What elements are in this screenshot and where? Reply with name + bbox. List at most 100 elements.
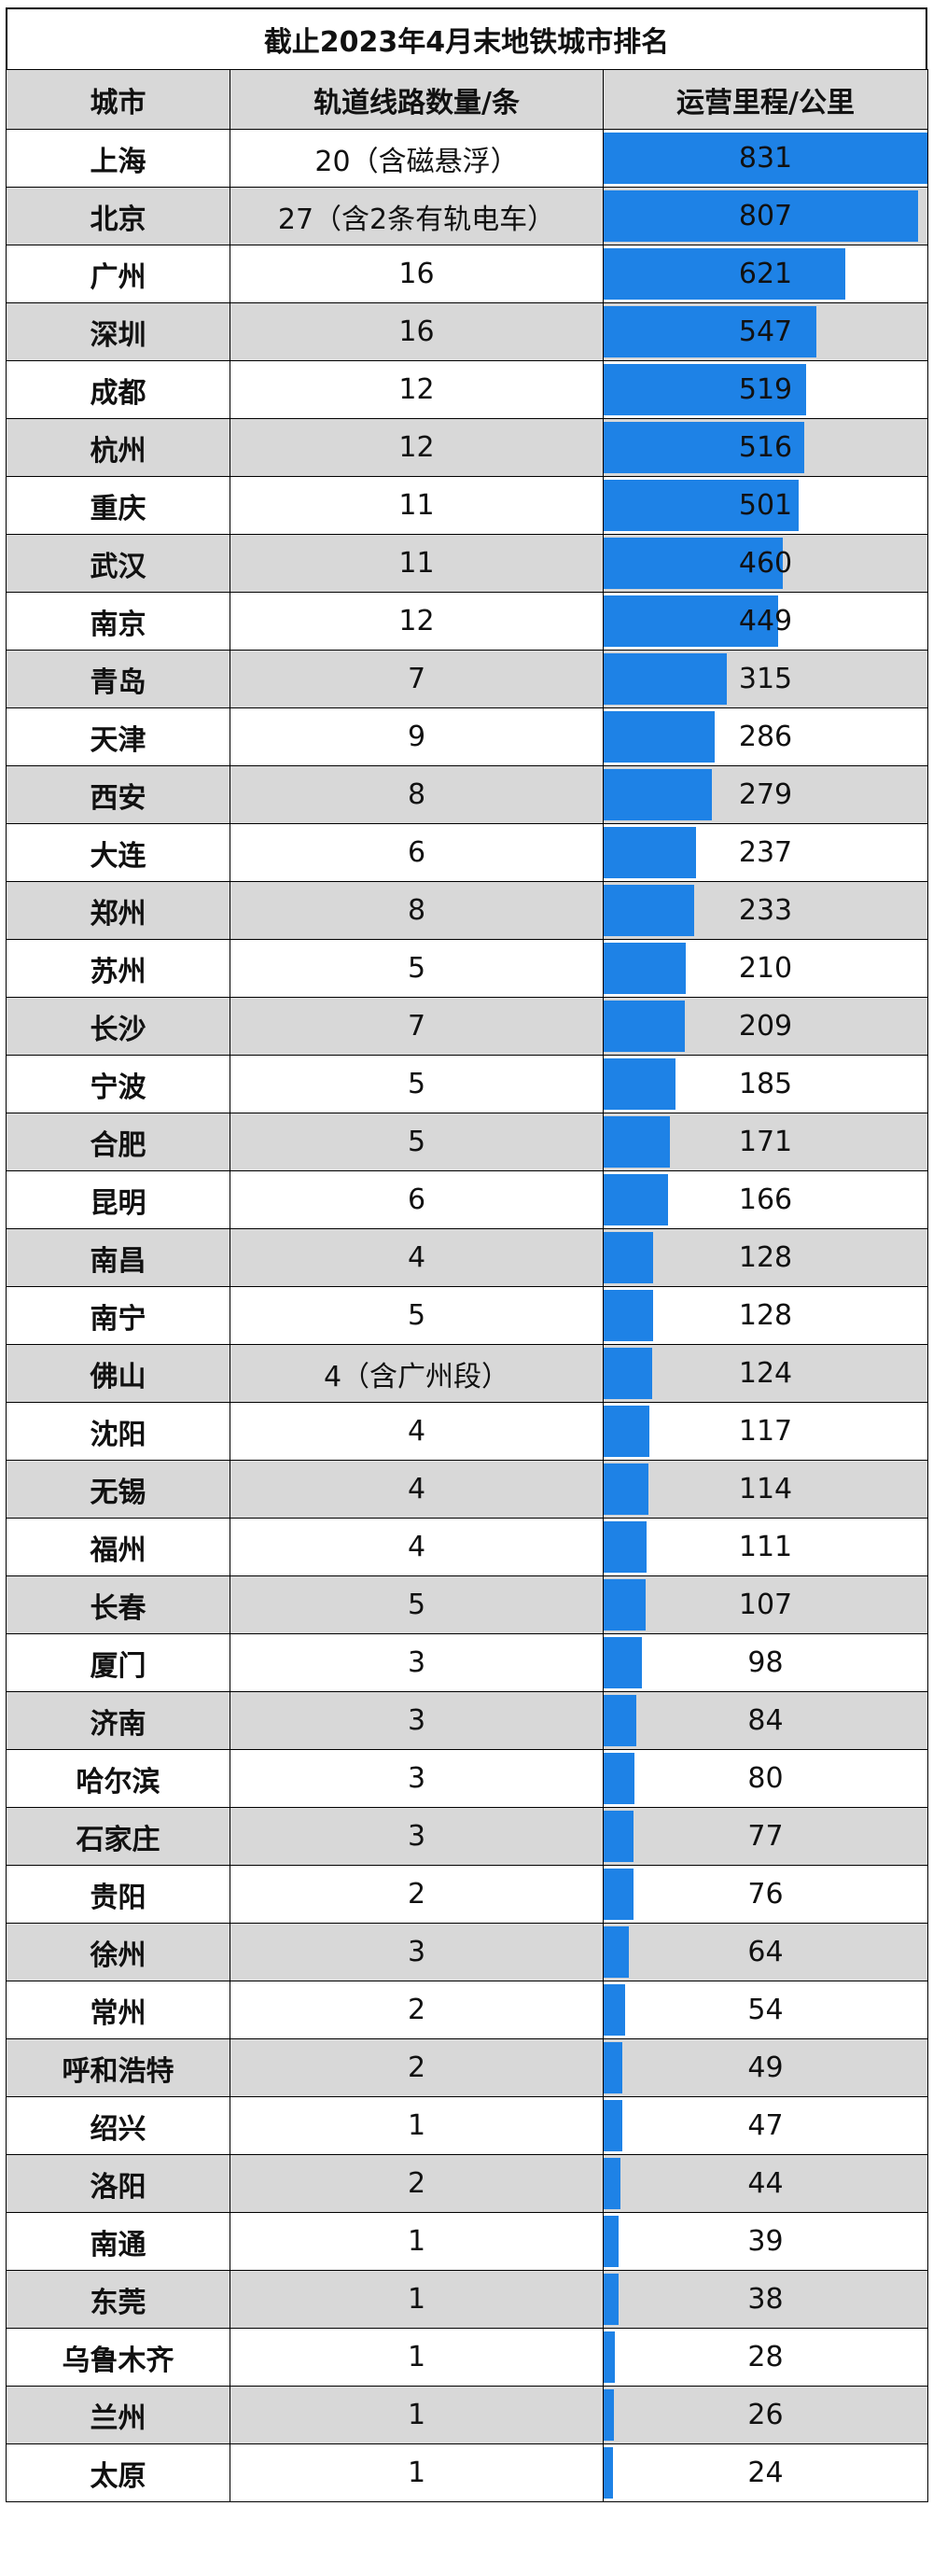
table-row: 上海 20（含磁悬浮） 831 <box>6 129 928 188</box>
city-cell: 上海 <box>6 129 230 188</box>
header-lines: 轨道线路数量/条 <box>230 69 604 130</box>
distance-bar <box>604 1463 648 1515</box>
distance-value: 124 <box>738 1357 793 1390</box>
distance-value: 80 <box>747 1762 784 1795</box>
distance-cell: 49 <box>603 2038 928 2097</box>
distance-bar <box>604 2158 621 2209</box>
distance-cell: 166 <box>603 1170 928 1229</box>
lines-cell: 1 <box>230 2386 604 2444</box>
distance-cell: 210 <box>603 939 928 998</box>
table-row: 南昌 4 128 <box>6 1228 928 1287</box>
lines-cell: 27（含2条有轨电车） <box>230 187 604 245</box>
distance-bar <box>604 1058 676 1110</box>
table-row: 苏州 5 210 <box>6 939 928 998</box>
lines-cell: 5 <box>230 1286 604 1345</box>
lines-cell: 3 <box>230 1749 604 1808</box>
distance-bar <box>604 2042 623 2093</box>
lines-cell: 4 <box>230 1518 604 1576</box>
distance-cell: 76 <box>603 1865 928 1924</box>
distance-bar <box>604 248 846 300</box>
distance-value: 460 <box>738 547 793 580</box>
city-cell: 徐州 <box>6 1923 230 1981</box>
distance-value: 54 <box>747 1994 784 2026</box>
table-row: 成都 12 519 <box>6 360 928 419</box>
table-row: 长沙 7 209 <box>6 997 928 1056</box>
distance-bar <box>604 2100 622 2151</box>
lines-cell: 4（含广州段） <box>230 1344 604 1403</box>
city-cell: 贵阳 <box>6 1865 230 1924</box>
distance-value: 166 <box>738 1183 793 1216</box>
distance-bar <box>604 1984 625 2036</box>
city-cell: 沈阳 <box>6 1402 230 1461</box>
lines-cell: 3 <box>230 1807 604 1866</box>
lines-cell: 20（含磁悬浮） <box>230 129 604 188</box>
city-cell: 苏州 <box>6 939 230 998</box>
city-cell: 天津 <box>6 707 230 766</box>
distance-value: 128 <box>738 1299 793 1332</box>
distance-cell: 38 <box>603 2270 928 2329</box>
city-cell: 大连 <box>6 823 230 882</box>
table-row: 无锡 4 114 <box>6 1460 928 1519</box>
table-row: 福州 4 111 <box>6 1518 928 1576</box>
lines-cell: 5 <box>230 1575 604 1634</box>
distance-bar <box>604 190 918 242</box>
table-row: 佛山 4（含广州段） 124 <box>6 1344 928 1403</box>
distance-bar <box>604 1290 654 1341</box>
distance-cell: 24 <box>603 2443 928 2502</box>
distance-value: 47 <box>747 2109 784 2142</box>
distance-value: 209 <box>738 1010 793 1043</box>
city-cell: 重庆 <box>6 476 230 535</box>
distance-value: 519 <box>738 373 793 406</box>
distance-value: 84 <box>747 1704 784 1737</box>
lines-cell: 5 <box>230 1055 604 1113</box>
distance-cell: 501 <box>603 476 928 535</box>
lines-cell: 1 <box>230 2270 604 2329</box>
distance-bar <box>604 2447 614 2499</box>
distance-cell: 54 <box>603 1981 928 2039</box>
distance-cell: 26 <box>603 2386 928 2444</box>
distance-cell: 124 <box>603 1344 928 1403</box>
distance-value: 77 <box>747 1820 784 1853</box>
header-row: 城市 轨道线路数量/条 运营里程/公里 <box>6 69 928 130</box>
lines-cell: 4 <box>230 1402 604 1461</box>
distance-bar <box>604 885 695 936</box>
distance-value: 279 <box>738 778 793 811</box>
distance-cell: 39 <box>603 2212 928 2271</box>
distance-value: 49 <box>747 2051 784 2084</box>
city-cell: 南宁 <box>6 1286 230 1345</box>
table-row: 徐州 3 64 <box>6 1923 928 1981</box>
distance-cell: 807 <box>603 187 928 245</box>
table-row: 石家庄 3 77 <box>6 1807 928 1866</box>
lines-cell: 16 <box>230 245 604 303</box>
distance-bar <box>604 1637 642 1688</box>
distance-bar <box>604 1232 654 1283</box>
distance-value: 107 <box>738 1589 793 1621</box>
city-cell: 哈尔滨 <box>6 1749 230 1808</box>
distance-bar <box>604 827 696 878</box>
lines-cell: 6 <box>230 1170 604 1229</box>
distance-value: 501 <box>738 489 793 522</box>
lines-cell: 5 <box>230 939 604 998</box>
lines-cell: 7 <box>230 650 604 708</box>
distance-cell: 80 <box>603 1749 928 1808</box>
distance-cell: 286 <box>603 707 928 766</box>
lines-cell: 3 <box>230 1923 604 1981</box>
distance-cell: 831 <box>603 129 928 188</box>
distance-bar <box>604 306 817 357</box>
table-row: 青岛 7 315 <box>6 650 928 708</box>
distance-cell: 117 <box>603 1402 928 1461</box>
city-cell: 佛山 <box>6 1344 230 1403</box>
lines-cell: 1 <box>230 2443 604 2502</box>
distance-cell: 44 <box>603 2154 928 2213</box>
table-row: 郑州 8 233 <box>6 881 928 940</box>
table-row: 厦门 3 98 <box>6 1633 928 1692</box>
distance-value: 24 <box>747 2457 784 2489</box>
lines-cell: 4 <box>230 1460 604 1519</box>
city-cell: 南昌 <box>6 1228 230 1287</box>
lines-cell: 4 <box>230 1228 604 1287</box>
city-cell: 石家庄 <box>6 1807 230 1866</box>
distance-cell: 547 <box>603 302 928 361</box>
lines-cell: 3 <box>230 1633 604 1692</box>
table-row: 西安 8 279 <box>6 765 928 824</box>
city-cell: 郑州 <box>6 881 230 940</box>
